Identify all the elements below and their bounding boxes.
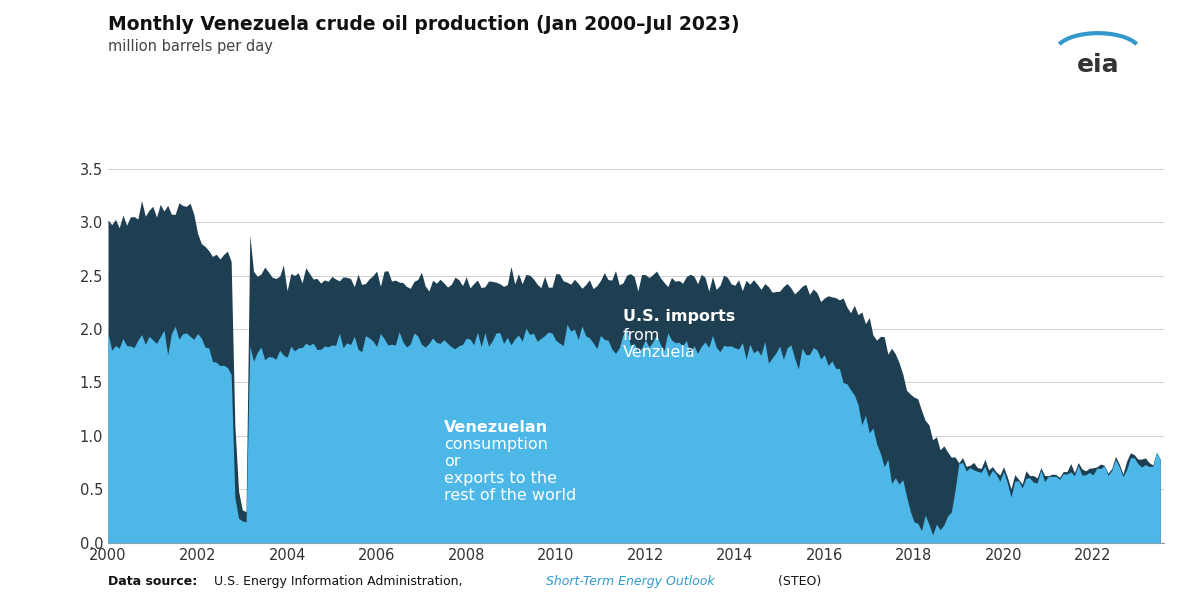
Text: U.S. imports: U.S. imports xyxy=(623,309,736,324)
Text: consumption: consumption xyxy=(444,437,547,452)
Text: Data source:: Data source: xyxy=(108,575,197,588)
Text: eia: eia xyxy=(1076,53,1120,77)
Text: Short-Term Energy Outlook: Short-Term Energy Outlook xyxy=(546,575,715,588)
Text: Venzuela: Venzuela xyxy=(623,345,696,360)
Text: rest of the world: rest of the world xyxy=(444,488,576,503)
Text: (STEO): (STEO) xyxy=(774,575,821,588)
Text: Monthly Venezuela crude oil production (Jan 2000–Jul 2023): Monthly Venezuela crude oil production (… xyxy=(108,15,739,34)
Text: exports to the: exports to the xyxy=(444,471,557,486)
Text: from: from xyxy=(623,328,660,343)
Text: million barrels per day: million barrels per day xyxy=(108,39,272,54)
Text: Venezuelan: Venezuelan xyxy=(444,420,548,435)
Text: U.S. Energy Information Administration,: U.S. Energy Information Administration, xyxy=(210,575,467,588)
Text: or: or xyxy=(444,454,461,469)
